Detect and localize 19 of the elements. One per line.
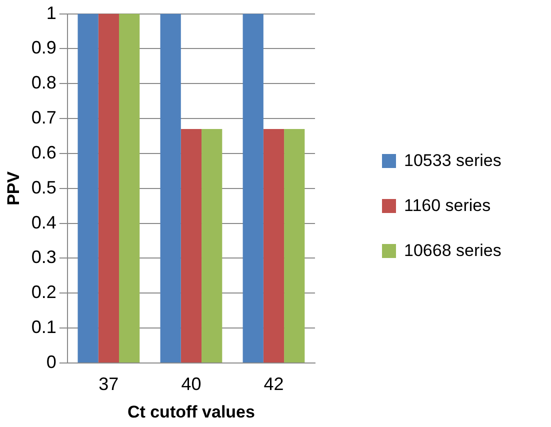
y-tick-label: 0.8 bbox=[31, 72, 56, 93]
y-tick-label: 0.4 bbox=[31, 212, 56, 232]
y-tick-label: 1 bbox=[46, 2, 56, 23]
y-tick-label: 0 bbox=[46, 352, 56, 372]
y-tick-label: 0.7 bbox=[31, 108, 56, 128]
y-tick-label: 0.5 bbox=[31, 177, 56, 198]
legend-label: 10533 series bbox=[404, 151, 502, 171]
y-tick-label: 0.6 bbox=[31, 142, 56, 162]
y-tick-label: 0.9 bbox=[31, 38, 56, 58]
x-axis-title: Ct cutoff values bbox=[127, 402, 255, 422]
legend-label: 10668 series bbox=[404, 241, 502, 261]
x-tick-label: 37 bbox=[98, 374, 119, 394]
y-axis-title: PPV bbox=[4, 170, 23, 206]
x-tick-label: 40 bbox=[181, 374, 202, 394]
x-tick-label: 42 bbox=[264, 374, 284, 394]
y-tick-label: 0.1 bbox=[31, 317, 56, 338]
y-tick-label: 0.3 bbox=[31, 247, 56, 268]
legend-label: 1160 series bbox=[404, 196, 491, 216]
y-tick-label: 0.2 bbox=[31, 282, 56, 302]
